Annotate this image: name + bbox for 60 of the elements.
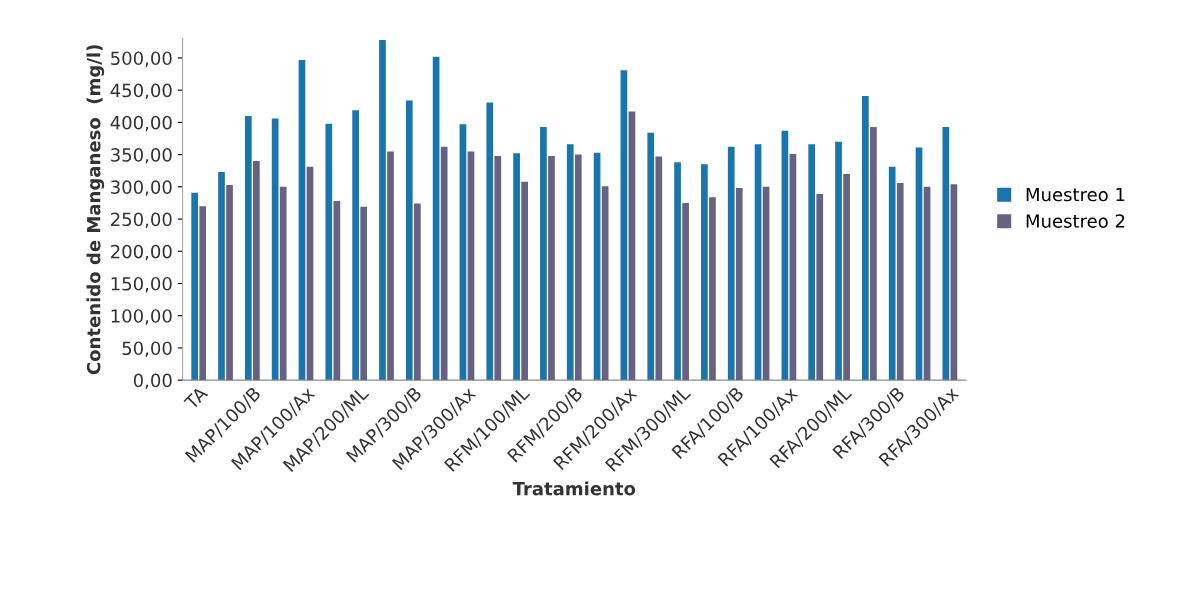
bar xyxy=(888,166,896,381)
bar xyxy=(727,146,735,381)
bar xyxy=(754,144,762,381)
bar xyxy=(835,141,842,381)
bar xyxy=(379,39,386,381)
bar xyxy=(279,186,287,381)
legend-label: Muestreo 2 xyxy=(1026,214,1125,228)
bar xyxy=(735,188,743,381)
y-tick-label: 400,00 xyxy=(110,115,172,132)
bar xyxy=(701,164,708,381)
bar xyxy=(540,126,547,381)
bar xyxy=(808,144,816,381)
y-tick-label: 100,00 xyxy=(111,309,172,325)
bar xyxy=(459,124,467,381)
bar xyxy=(253,161,260,381)
bar xyxy=(574,154,582,381)
x-axis-title: Tratamiento xyxy=(512,481,636,496)
bar xyxy=(333,201,341,381)
bar xyxy=(226,184,233,381)
y-tick-label: 50,00 xyxy=(122,341,172,357)
bar xyxy=(360,206,368,381)
y-tick-label: 500,00 xyxy=(111,51,172,67)
bar xyxy=(655,156,663,381)
bar xyxy=(566,144,574,381)
bar xyxy=(521,181,528,381)
bar xyxy=(440,146,448,381)
bar xyxy=(682,202,689,381)
bar xyxy=(870,126,877,381)
bar xyxy=(513,153,520,381)
bar xyxy=(352,110,359,381)
legend-label: Muestreo 1 xyxy=(1026,187,1125,202)
bar xyxy=(191,192,199,381)
bar xyxy=(816,193,824,381)
y-tick-label: 200,00 xyxy=(111,244,172,261)
y-tick-label: 0,00 xyxy=(133,373,172,390)
y-tick-label: 250,00 xyxy=(111,212,172,229)
bar xyxy=(218,172,225,381)
bar xyxy=(494,155,502,381)
bar xyxy=(486,102,494,381)
bar xyxy=(467,151,475,381)
y-tick-label: 150,00 xyxy=(111,276,172,293)
bar xyxy=(709,197,716,381)
bar xyxy=(942,126,950,381)
bar xyxy=(674,162,681,381)
bar xyxy=(628,111,636,381)
bar xyxy=(244,115,252,381)
y-tick-label: 350,00 xyxy=(111,148,172,164)
bar xyxy=(896,182,904,381)
y-axis-title: Contenido de Manganeso (mg/l) xyxy=(86,45,105,375)
bar xyxy=(325,123,333,381)
bar xyxy=(548,155,555,381)
y-tick-label: 300,00 xyxy=(111,180,172,196)
bar xyxy=(387,151,394,381)
bar xyxy=(647,132,655,381)
bar xyxy=(413,203,421,381)
bar xyxy=(405,100,413,381)
bar xyxy=(862,95,869,381)
y-tick-label: 450,00 xyxy=(110,83,172,100)
bar xyxy=(199,206,207,381)
bar xyxy=(843,173,850,381)
